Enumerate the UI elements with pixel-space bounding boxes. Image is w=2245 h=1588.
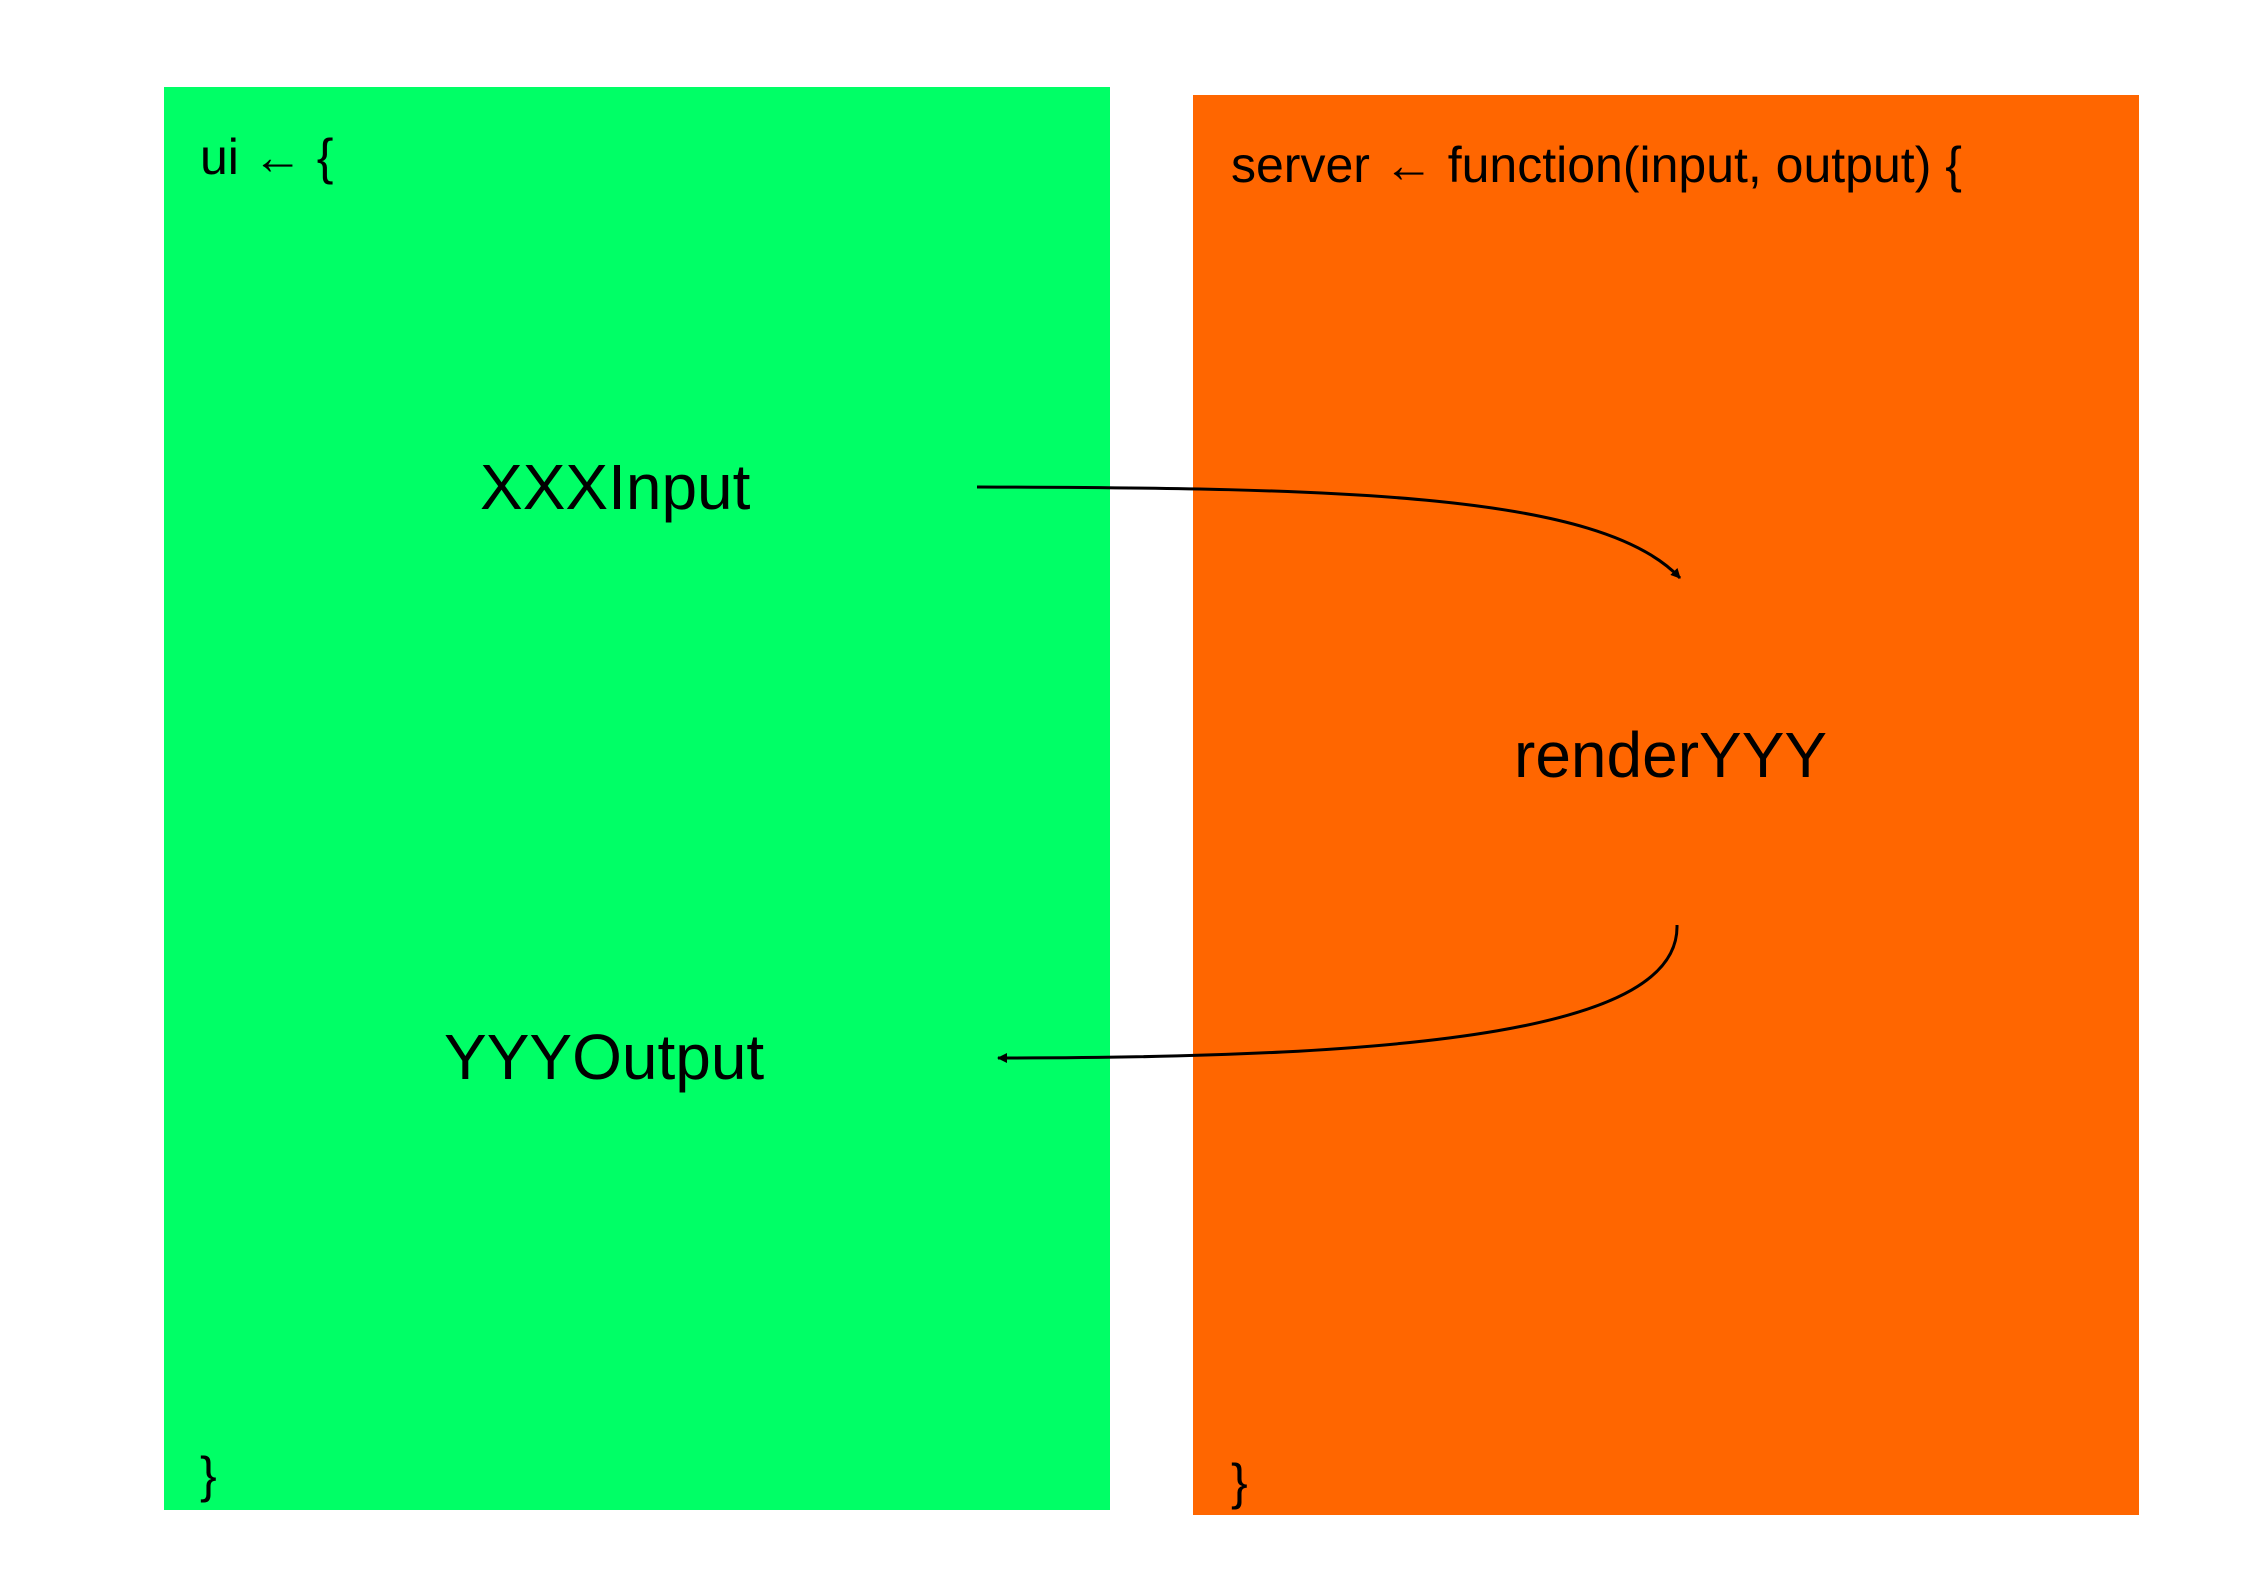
ui-block xyxy=(164,87,1110,1510)
render-yyy-node: renderYYY xyxy=(1514,719,1828,791)
yyy-output-node: YYYOutput xyxy=(444,1021,765,1093)
server-close-brace: } xyxy=(1231,1454,1248,1510)
ui-open-line: ui ← { xyxy=(200,129,334,185)
ui-close-brace: } xyxy=(200,1447,217,1503)
server-open-line: server ← function(input, output) { xyxy=(1231,137,1962,193)
server-block xyxy=(1193,95,2139,1515)
xxx-input-node: XXXInput xyxy=(480,451,751,523)
